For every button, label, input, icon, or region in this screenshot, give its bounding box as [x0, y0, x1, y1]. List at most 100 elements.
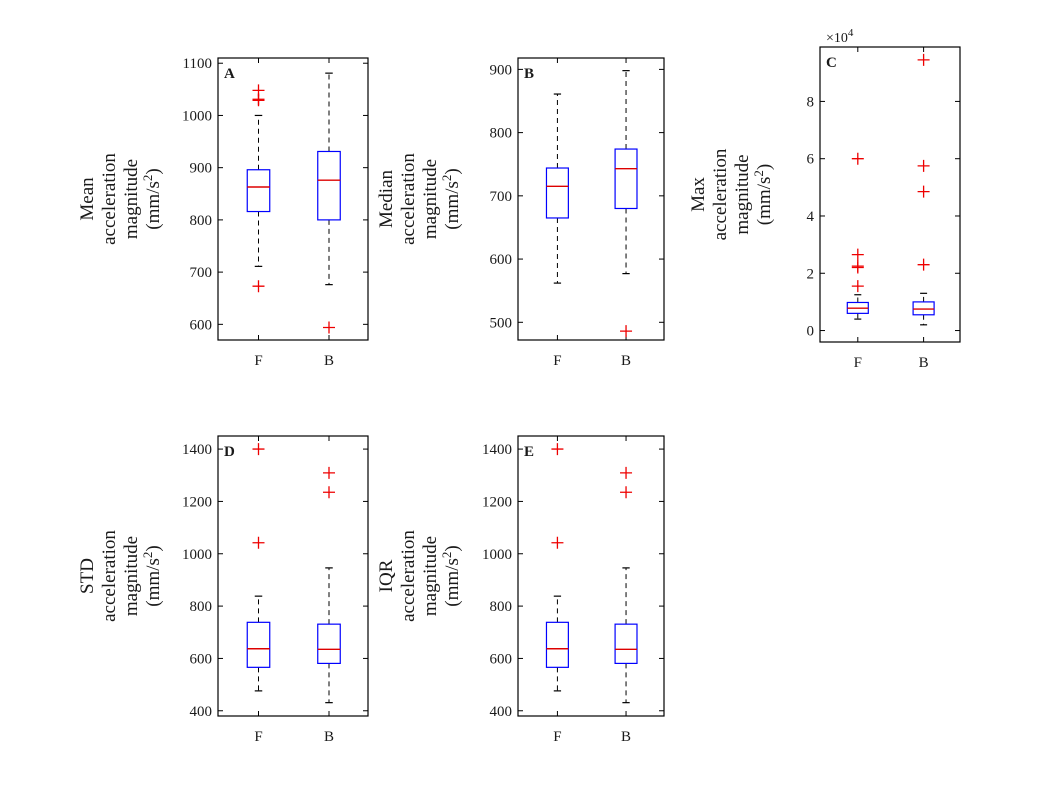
panel-letter: A	[224, 66, 235, 82]
y-tick-label: 700	[490, 189, 513, 205]
y-axis-label-line: acceleration	[710, 148, 731, 240]
y-axis-unit: (mm/s2)	[751, 164, 775, 225]
iqr-box	[614, 148, 638, 210]
outlier-marker	[252, 280, 265, 293]
y-tick-label: 1200	[482, 494, 512, 510]
y-tick-label: 1000	[182, 547, 212, 563]
y-exponent-label: ×104	[826, 27, 854, 46]
x-category-label: B	[324, 353, 334, 369]
outlier-marker	[551, 536, 564, 549]
y-tick-label: 6	[807, 152, 815, 168]
y-tick-label: 900	[490, 62, 513, 78]
iqr-box	[246, 621, 271, 668]
y-tick-label: 8	[807, 94, 815, 110]
box-f	[246, 84, 271, 293]
iqr-box	[246, 169, 271, 213]
y-tick-label: 1200	[182, 494, 212, 510]
y-axis-label-line: Mean	[77, 177, 98, 221]
panel-c: 0 2 4 6 8 F B C ×104 Max acceleration magnitude (mm/…	[688, 27, 961, 371]
outlier-marker	[620, 466, 633, 479]
y-axis-label: Mean acceleration magnitude (mm/s2)	[77, 153, 164, 245]
x-category-label: B	[324, 729, 334, 745]
axes-frame	[517, 57, 665, 341]
y-tick-label: 700	[190, 265, 213, 281]
y-axis-label-line: acceleration	[398, 530, 419, 622]
panel-letter: B	[524, 66, 534, 82]
y-axis-label-line: acceleration	[99, 153, 120, 245]
y-tick-label: 500	[490, 315, 513, 331]
y-axis-label-line: acceleration	[99, 530, 120, 622]
y-tick-label: 600	[490, 651, 513, 667]
y-axis-label-line: Max	[688, 177, 709, 212]
x-category-label: B	[919, 355, 929, 371]
y-tick-label: 600	[190, 651, 213, 667]
iqr-box	[317, 150, 341, 221]
iqr-box	[545, 167, 569, 219]
box-f	[545, 443, 569, 692]
y-axis-label-line: acceleration	[398, 153, 419, 245]
outlier-marker	[917, 258, 930, 271]
panel-a: 600 700 800 900 1000 1100 F B A Mean acceleration m…	[77, 56, 369, 369]
y-axis-label-line: Median	[376, 169, 397, 228]
box-b	[614, 70, 638, 338]
box-b	[912, 53, 935, 326]
y-tick-label: 1000	[182, 108, 212, 124]
outlier-marker	[917, 185, 930, 198]
outlier-marker	[851, 280, 864, 293]
iqr-box	[614, 623, 638, 665]
panel-e: 400 600 800 1000 1200 1400 F B E IQR acceleration m…	[376, 435, 665, 745]
outlier-marker	[620, 325, 633, 338]
outlier-marker	[851, 152, 864, 165]
x-category-label: F	[254, 729, 262, 745]
y-axis-label-line: magnitude	[420, 536, 441, 616]
x-category-label: F	[254, 353, 262, 369]
box-f	[545, 93, 569, 284]
outlier-marker	[851, 248, 864, 261]
iqr-box	[912, 301, 935, 316]
y-tick-label: 800	[190, 213, 213, 229]
box-b	[317, 72, 341, 334]
y-tick-label: 400	[490, 704, 513, 720]
y-tick-label: 0	[807, 324, 815, 340]
axes-frame	[819, 46, 961, 343]
outlier-marker	[252, 536, 265, 549]
y-tick-label: 2	[807, 266, 815, 282]
x-category-label: B	[621, 353, 631, 369]
panel-d: 400 600 800 1000 1200 1400 F B D STD acceleration m…	[77, 435, 369, 745]
y-tick-label: 600	[490, 252, 513, 268]
box-f	[246, 443, 271, 692]
outlier-marker	[323, 486, 335, 499]
outlier-marker	[917, 159, 930, 172]
y-axis-label: Max acceleration magnitude (mm/s2)	[688, 148, 775, 240]
y-tick-label: 800	[490, 126, 513, 142]
outlier-marker	[551, 443, 564, 456]
y-axis-label: STD acceleration magnitude (mm/s2)	[77, 530, 164, 622]
outlier-marker	[323, 321, 335, 334]
y-tick-label: 1000	[482, 547, 512, 563]
y-tick-label: 600	[190, 317, 213, 333]
outlier-marker	[323, 466, 335, 479]
x-category-label: F	[553, 353, 561, 369]
x-category-label: F	[553, 729, 561, 745]
y-tick-label: 1400	[182, 442, 212, 458]
y-axis-label: IQR acceleration magnitude (mm/s2)	[376, 530, 463, 622]
x-category-label: F	[854, 355, 862, 371]
panel-letter: D	[224, 444, 235, 460]
y-tick-label: 900	[190, 161, 213, 177]
y-tick-label: 800	[190, 599, 213, 615]
y-tick-label: 1400	[482, 442, 512, 458]
outlier-marker	[851, 261, 864, 274]
y-axis-label-line: IQR	[376, 559, 397, 592]
y-axis-label-line: magnitude	[732, 154, 753, 234]
outlier-marker	[252, 94, 265, 107]
y-axis-unit: (mm/s2)	[140, 545, 164, 606]
y-tick-label: 800	[490, 599, 513, 615]
y-axis-label: Median acceleration magnitude (mm/s2)	[376, 153, 463, 245]
y-axis-label-line: STD	[77, 558, 98, 594]
y-tick-label: 400	[190, 704, 213, 720]
box-b	[614, 466, 638, 704]
panel-b: 500 600 700 800 900 F B B Median acceleration magn…	[376, 57, 665, 369]
outlier-marker	[252, 443, 265, 456]
panel-letter: C	[826, 55, 837, 71]
